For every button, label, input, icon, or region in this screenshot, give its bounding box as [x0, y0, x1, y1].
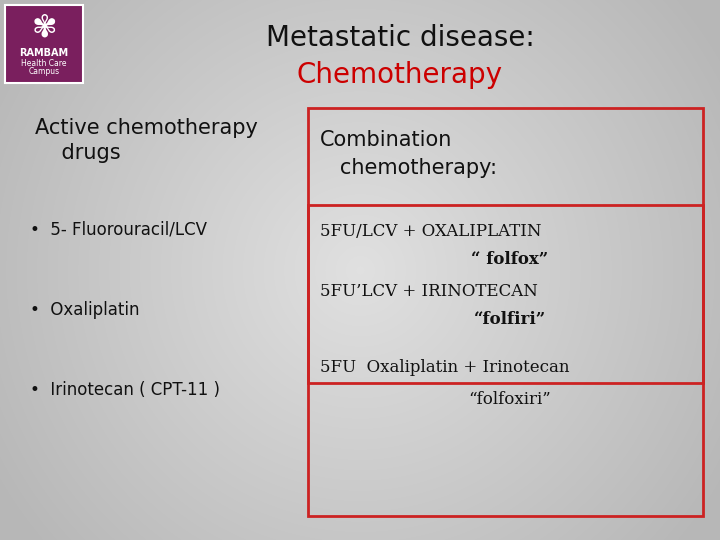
- Text: “ folfox”: “ folfox”: [472, 252, 549, 268]
- Text: Health Care: Health Care: [22, 58, 67, 68]
- Text: Chemotherapy: Chemotherapy: [297, 61, 503, 89]
- Text: 5FU’LCV + IRINOTECAN: 5FU’LCV + IRINOTECAN: [320, 284, 538, 300]
- Text: 5FU/LCV + OXALIPLATIN: 5FU/LCV + OXALIPLATIN: [320, 224, 541, 240]
- Text: “folfiri”: “folfiri”: [474, 312, 546, 328]
- Text: drugs: drugs: [35, 143, 121, 163]
- Text: Campus: Campus: [28, 68, 60, 77]
- Text: 5FU  Oxaliplatin + Irinotecan: 5FU Oxaliplatin + Irinotecan: [320, 360, 570, 376]
- Text: RAMBAM: RAMBAM: [19, 48, 68, 58]
- Text: chemotherapy:: chemotherapy:: [320, 158, 497, 178]
- Text: •  Irinotecan ( CPT-11 ): • Irinotecan ( CPT-11 ): [30, 381, 220, 399]
- Text: Metastatic disease:: Metastatic disease:: [266, 24, 534, 52]
- Text: Combination: Combination: [320, 130, 452, 150]
- Text: ✾: ✾: [31, 14, 57, 43]
- Text: •  5- Fluorouracil/LCV: • 5- Fluorouracil/LCV: [30, 221, 207, 239]
- Text: Active chemotherapy: Active chemotherapy: [35, 118, 258, 138]
- Text: “folfoxiri”: “folfoxiri”: [469, 392, 552, 408]
- Text: •  Oxaliplatin: • Oxaliplatin: [30, 301, 140, 319]
- FancyBboxPatch shape: [5, 5, 83, 83]
